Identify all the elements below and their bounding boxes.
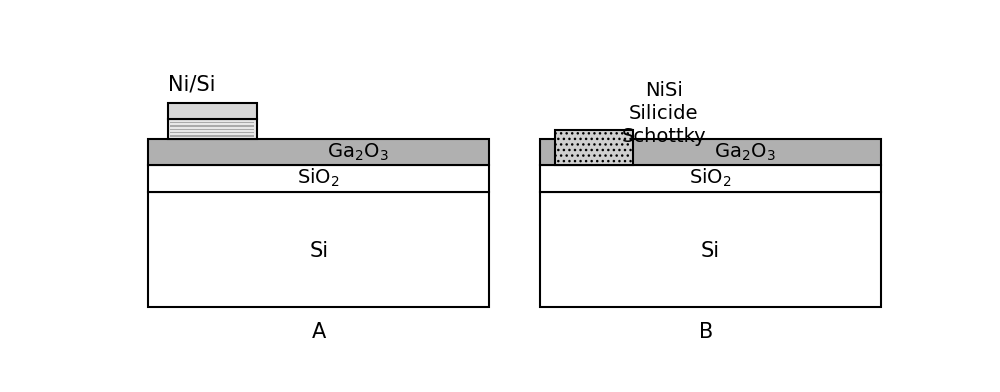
Bar [555,130,633,165]
Text: Si: Si [309,241,328,261]
Bar [170,122,254,123]
Bar [170,132,254,133]
Text: B: B [699,322,713,342]
Bar [540,192,881,307]
Text: A: A [312,322,326,342]
Text: Silicide: Silicide [629,104,698,123]
Bar [168,120,257,139]
Bar [148,139,489,165]
Bar [540,165,881,192]
Bar [168,103,257,120]
Bar [540,139,881,165]
Text: Ga$_2$O$_3$: Ga$_2$O$_3$ [327,142,388,163]
Bar [170,129,254,130]
Text: Si: Si [701,241,720,261]
Text: Ni/Si: Ni/Si [168,75,215,95]
Bar [170,125,254,127]
Text: SiO$_2$: SiO$_2$ [297,167,340,189]
Text: SiO$_2$: SiO$_2$ [689,167,731,189]
Bar [148,165,489,192]
Bar [148,192,489,307]
Text: NiSi: NiSi [645,81,683,100]
Bar [170,135,254,136]
Text: Schottky: Schottky [621,127,706,145]
Text: Ga$_2$O$_3$: Ga$_2$O$_3$ [714,142,776,163]
